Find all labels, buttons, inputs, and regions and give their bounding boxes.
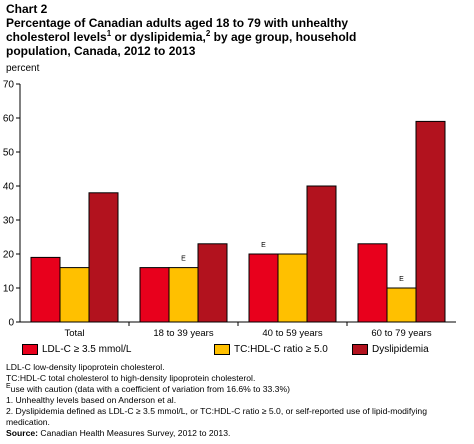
x-tick-label: 18 to 39 years	[153, 328, 213, 339]
chart-notes: LDL-C low-density lipoprotein cholestero…	[6, 362, 472, 439]
y-tick-label: 60	[3, 114, 15, 125]
legend-label-ldl: LDL-C ≥ 3.5 mmol/L	[42, 344, 132, 355]
chart-legend: LDL-C ≥ 3.5 mmol/L TC:HDL-C ratio ≥ 5.0 …	[6, 344, 468, 360]
y-tick-label: 70	[3, 80, 15, 91]
bar-tc-hdl	[277, 253, 308, 323]
bar-tc-hdl	[386, 287, 417, 323]
bar-dyslipidemia	[415, 120, 446, 323]
y-tick-label: 30	[3, 216, 15, 227]
footnote-1: 1. Unhealthy levels based on Anderson et…	[6, 395, 177, 405]
legend-swatch-tc-hdl	[214, 344, 230, 355]
bar-ldl	[248, 253, 279, 323]
title-line-3: population, Canada, 2012 to 2013	[6, 44, 196, 58]
legend-label-tc-hdl: TC:HDL-C ratio ≥ 5.0	[234, 344, 328, 355]
bar-flag-label: E	[261, 242, 266, 249]
footnote-2: 2. Dyslipidemia defined as LDL-C ≥ 3.5 m…	[6, 406, 427, 427]
note-tc-hdl-definition: TC:HDL-C total cholesterol to high-densi…	[6, 373, 256, 383]
source-note: Source: Canadian Health Measures Survey,…	[6, 428, 231, 438]
legend-label-dyslipidemia: Dyslipidemia	[372, 344, 429, 355]
y-tick-label: 20	[3, 250, 15, 261]
bar-dyslipidemia	[197, 243, 228, 323]
legend-swatch-dyslipidemia	[352, 344, 368, 355]
chart-number: Chart 2	[6, 2, 48, 16]
chart-header: Chart 2 Percentage of Canadian adults ag…	[6, 2, 468, 58]
bar-dyslipidemia	[88, 192, 119, 323]
y-unit-label: percent	[6, 63, 40, 74]
x-tick-label: 40 to 59 years	[262, 328, 322, 339]
bar-tc-hdl	[168, 267, 199, 323]
y-tick-label: 10	[3, 284, 15, 295]
bar-tc-hdl	[59, 267, 90, 323]
y-tick-label: 0	[8, 318, 14, 329]
bar-ldl	[30, 256, 61, 323]
x-tick-label: 60 to 79 years	[371, 328, 431, 339]
title-line-2: cholesterol levels1 or dyslipidemia,2 by…	[6, 29, 357, 45]
title-line-1: Percentage of Canadian adults aged 18 to…	[6, 16, 349, 30]
bar-flag-label: E	[181, 256, 186, 263]
legend-item-tc-hdl: TC:HDL-C ratio ≥ 5.0	[214, 344, 328, 355]
x-tick-label: Total	[64, 328, 84, 339]
bar-ldl	[139, 267, 170, 323]
y-tick-label: 40	[3, 182, 15, 193]
bar-dyslipidemia	[306, 185, 337, 323]
legend-item-ldl: LDL-C ≥ 3.5 mmol/L	[22, 344, 131, 355]
bar-ldl	[357, 243, 388, 323]
footnote-ref-1: 1	[106, 29, 112, 38]
chart-title: Percentage of Canadian adults aged 18 to…	[6, 16, 468, 58]
note-ldl-definition: LDL-C low-density lipoprotein cholestero…	[6, 362, 165, 372]
bar-flag-label: E	[399, 276, 404, 283]
note-e-flag: Euse with caution (data with a coefficie…	[6, 383, 290, 394]
legend-swatch-ldl	[22, 344, 38, 355]
footnote-ref-2: 2	[205, 29, 211, 38]
y-tick-label: 50	[3, 148, 15, 159]
legend-item-dyslipidemia: Dyslipidemia	[352, 344, 429, 355]
